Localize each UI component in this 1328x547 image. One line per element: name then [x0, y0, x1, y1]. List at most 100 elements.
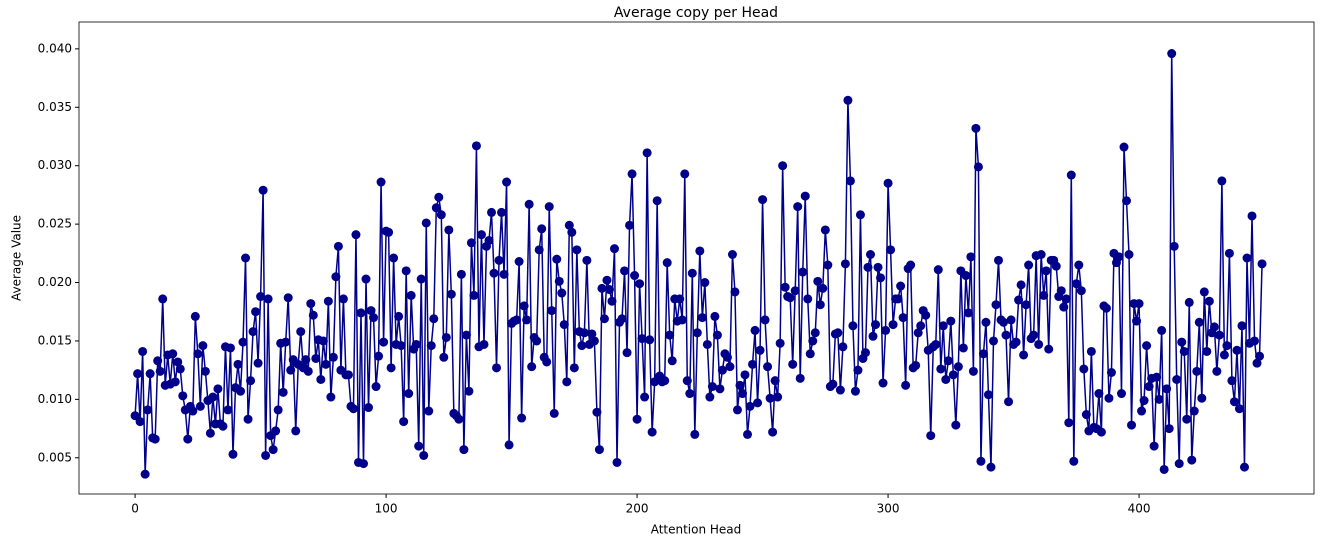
- data-point: [627, 169, 637, 179]
- data-point: [434, 192, 444, 202]
- data-point: [547, 306, 557, 316]
- data-point: [1137, 406, 1147, 416]
- data-point: [951, 420, 961, 430]
- data-point: [1081, 410, 1091, 420]
- data-point: [845, 176, 855, 186]
- data-point: [873, 262, 883, 272]
- data-point: [640, 392, 650, 402]
- y-tick-label: 0.035: [38, 100, 72, 114]
- data-point: [356, 308, 366, 318]
- data-point: [855, 210, 865, 220]
- data-point: [1209, 322, 1219, 332]
- data-point: [374, 351, 384, 361]
- data-point: [966, 252, 976, 262]
- data-point: [795, 373, 805, 383]
- data-point: [1116, 389, 1126, 399]
- data-point: [667, 356, 677, 366]
- data-point: [572, 245, 582, 255]
- data-point: [1059, 302, 1069, 312]
- data-point: [988, 336, 998, 346]
- data-point: [544, 202, 554, 212]
- data-point: [717, 365, 727, 375]
- data-point: [976, 456, 986, 466]
- data-point: [775, 338, 785, 348]
- data-point: [790, 286, 800, 296]
- data-point: [695, 246, 705, 256]
- data-point: [926, 431, 936, 441]
- data-point: [537, 224, 547, 234]
- data-point: [273, 405, 283, 415]
- data-point: [1044, 344, 1054, 354]
- data-point: [948, 370, 958, 380]
- data-point: [569, 363, 579, 373]
- data-point: [1071, 279, 1081, 289]
- data-point: [582, 255, 592, 265]
- data-point: [1152, 372, 1162, 382]
- data-point: [680, 169, 690, 179]
- data-point: [753, 398, 763, 408]
- data-point: [883, 178, 893, 188]
- data-point: [487, 207, 497, 217]
- data-point: [208, 392, 218, 402]
- data-point: [271, 426, 281, 436]
- data-point: [592, 407, 602, 417]
- data-point: [1199, 287, 1209, 297]
- data-point: [946, 316, 956, 326]
- data-point: [504, 440, 514, 450]
- data-point: [620, 266, 630, 276]
- data-point: [1076, 286, 1086, 296]
- data-point: [803, 294, 813, 304]
- y-tick-label: 0.025: [38, 217, 72, 231]
- data-point: [1187, 455, 1197, 465]
- data-point: [760, 315, 770, 325]
- data-point: [730, 287, 740, 297]
- data-point: [1122, 196, 1132, 206]
- data-point: [1189, 406, 1199, 416]
- data-point: [587, 329, 597, 339]
- data-point: [1250, 336, 1260, 346]
- data-point: [562, 377, 572, 387]
- data-point: [1036, 249, 1046, 259]
- data-point: [514, 257, 524, 267]
- data-point: [193, 349, 203, 359]
- data-point: [773, 392, 783, 402]
- data-point: [1234, 404, 1244, 414]
- data-point: [158, 294, 168, 304]
- data-point: [1041, 266, 1051, 276]
- data-point: [1252, 358, 1262, 368]
- data-point: [1212, 366, 1222, 376]
- data-point: [765, 393, 775, 403]
- data-point: [1014, 295, 1024, 305]
- data-point: [863, 262, 873, 272]
- data-point: [1011, 337, 1021, 347]
- data-point: [635, 279, 645, 289]
- data-point: [1184, 297, 1194, 307]
- data-point: [833, 328, 843, 338]
- data-point: [155, 366, 165, 376]
- data-point: [715, 384, 725, 394]
- data-point: [446, 289, 456, 299]
- data-point: [303, 366, 313, 376]
- data-point: [419, 450, 429, 460]
- data-point: [549, 408, 559, 418]
- data-point: [369, 313, 379, 323]
- data-point: [1051, 261, 1061, 271]
- data-point: [677, 315, 687, 325]
- data-point: [461, 330, 471, 340]
- data-point: [1197, 393, 1207, 403]
- data-point: [865, 249, 875, 259]
- data-point: [1101, 303, 1111, 313]
- data-point: [843, 95, 853, 105]
- data-point: [878, 378, 888, 388]
- x-tick-label: 0: [131, 502, 139, 516]
- chart-title: Average copy per Head: [614, 5, 778, 21]
- data-point: [489, 268, 499, 278]
- data-point: [986, 462, 996, 472]
- data-point: [705, 392, 715, 402]
- data-point: [625, 220, 635, 230]
- data-point: [532, 336, 542, 346]
- data-point: [1021, 300, 1031, 310]
- data-point: [343, 370, 353, 380]
- data-point: [805, 349, 815, 359]
- data-point: [650, 377, 660, 387]
